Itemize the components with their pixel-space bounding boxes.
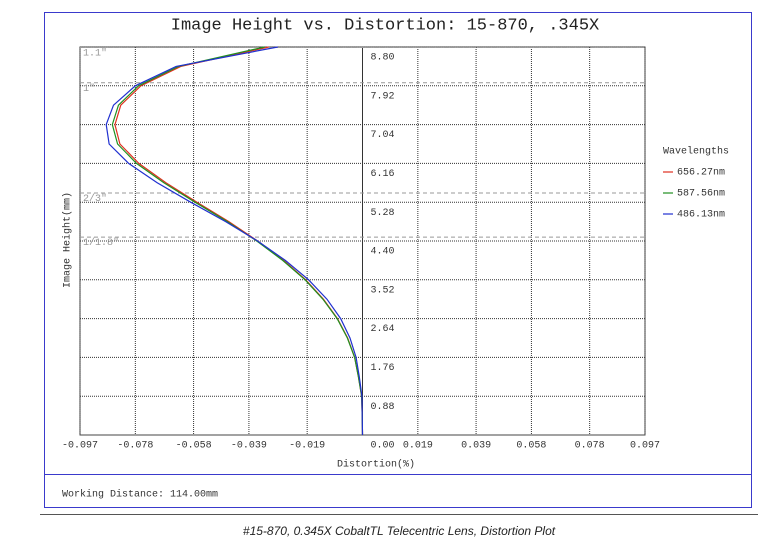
- working-distance: Working Distance: 114.00mm: [62, 489, 218, 501]
- y-tick-label: 4.40: [371, 247, 395, 258]
- x-tick-label: -0.039: [231, 441, 267, 452]
- y-tick-label: 6.16: [371, 169, 395, 180]
- sensor-label: 2/3": [83, 193, 107, 205]
- x-tick-label: -0.078: [117, 441, 153, 452]
- sensor-label: 1": [83, 83, 95, 95]
- chart-title: Image Height vs. Distortion: 15-870, .34…: [171, 16, 599, 35]
- caption: #15-870, 0.345X CobaltTL Telecentric Len…: [243, 524, 556, 538]
- x-tick-label: -0.058: [176, 441, 212, 452]
- sensor-label: 1.1": [83, 48, 107, 60]
- x-tick-label: 0.019: [403, 441, 433, 452]
- legend-label: 486.13nm: [677, 210, 725, 221]
- x-tick-label: -0.019: [289, 441, 325, 452]
- x-tick-label: 0.039: [461, 441, 491, 452]
- y-tick-label: 2.64: [371, 324, 395, 335]
- y-tick-label: 8.80: [371, 53, 395, 64]
- y-tick-label: 7.04: [371, 130, 395, 141]
- x-tick-label: 0.058: [516, 441, 546, 452]
- series-line: [105, 46, 364, 436]
- x-tick-label: 0.097: [630, 441, 660, 452]
- legend-label: 656.27nm: [677, 168, 725, 179]
- legend-label: 587.56nm: [677, 189, 725, 200]
- legend-title: Wavelengths: [663, 146, 729, 158]
- sensor-label: 1/1.8": [83, 237, 119, 249]
- y-tick-label: 0.88: [371, 402, 395, 413]
- x-axis-label: Distortion(%): [337, 459, 415, 471]
- y-tick-label: 1.76: [371, 363, 395, 374]
- x-tick-label: 0.078: [575, 441, 605, 452]
- footer-border: [44, 474, 752, 508]
- y-tick-label: 5.28: [371, 208, 395, 219]
- y-tick-label: 7.92: [371, 91, 395, 102]
- x-tick-label: 0.00: [370, 441, 394, 452]
- y-tick-label: 3.52: [371, 285, 395, 296]
- y-axis-label: Image Height(mm): [62, 192, 74, 288]
- x-tick-label: -0.097: [62, 441, 98, 452]
